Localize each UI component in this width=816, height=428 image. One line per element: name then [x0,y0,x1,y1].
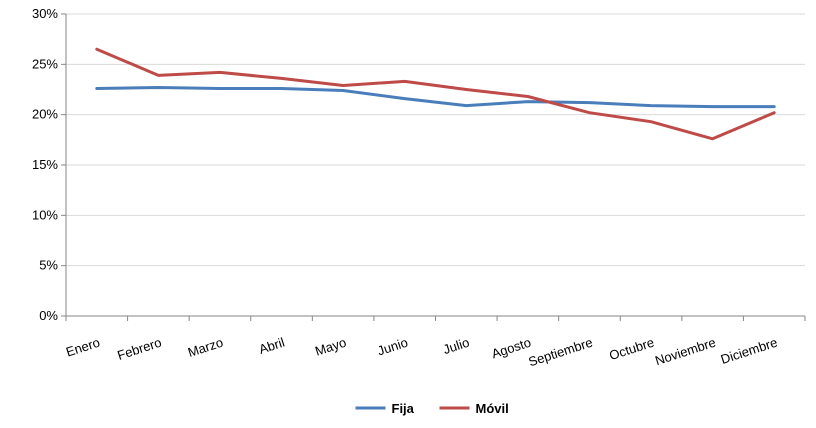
legend-label: Móvil [476,401,509,416]
x-tick-label: Octubre [607,335,656,364]
series-lines [95,47,776,141]
x-tick-label: Septiembre [527,335,595,370]
x-tick-label: Diciembre [719,335,779,367]
axes [61,13,806,321]
series-line-1 [95,47,776,141]
y-tick-label: 10% [32,207,58,222]
legend: Fija Móvil [355,401,509,416]
x-tick-label: Abril [257,335,286,357]
series-line-0 [95,86,776,109]
x-tick-label: Mayo [313,335,348,359]
x-tick-label: Junio [375,335,409,359]
y-tick-label: 15% [32,157,58,172]
x-axis-ticks: Enero Febrero Marzo Abril Mayo Junio Julio Agos… [64,335,779,370]
x-tick-label: Marzo [186,335,225,360]
x-tick-label: Julio [441,335,471,358]
legend-label: Fija [392,401,415,416]
y-tick-label: 30% [32,6,58,21]
x-tick-label: Febrero [115,335,163,363]
y-axis-ticks: 0% 5% 10% 15% 20% 25% 30% [32,6,58,323]
y-tick-label: 5% [39,258,58,273]
y-tick-label: 25% [32,56,58,71]
x-tick-label: Enero [64,335,102,360]
gridlines [66,13,805,267]
y-tick-label: 0% [39,308,58,323]
y-tick-label: 20% [32,107,58,122]
x-tick-label: Noviembre [653,335,717,369]
